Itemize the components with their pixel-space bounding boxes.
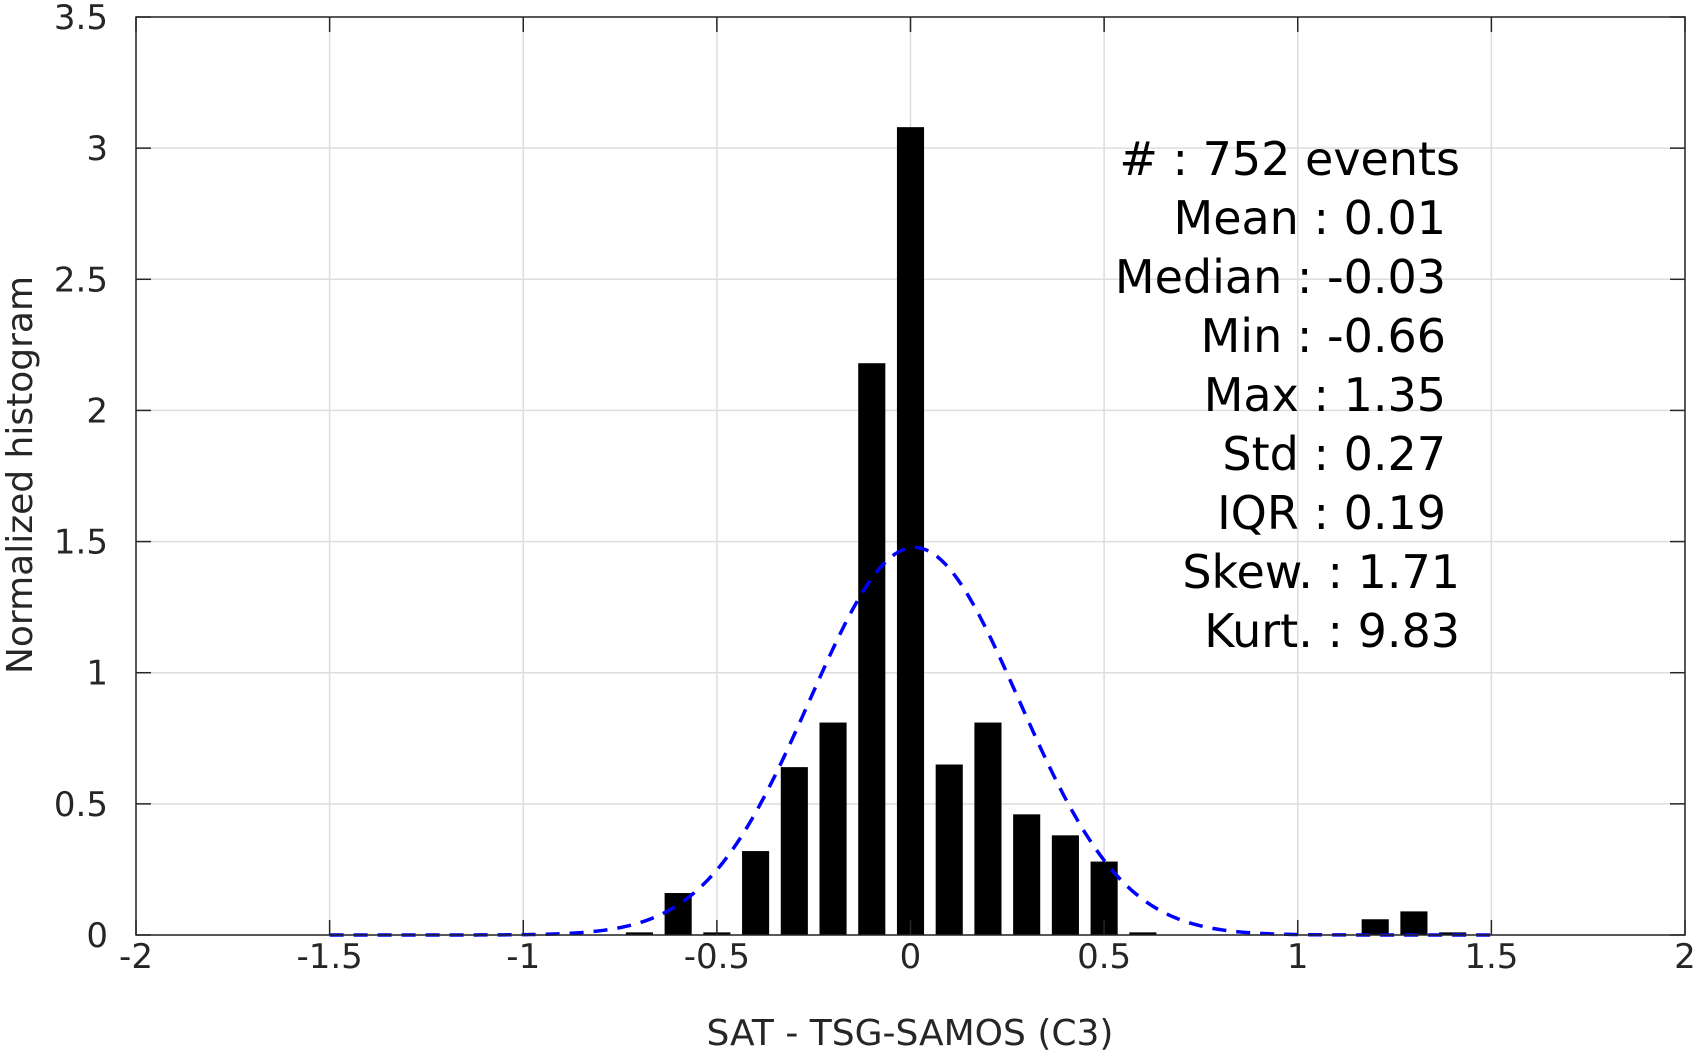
y-tick-label: 2.5 [54,260,108,300]
histogram-bar [896,127,925,935]
stat-iqr: IQR : 0.19 [1217,486,1446,540]
stat-std: Std : 0.27 [1222,427,1446,481]
x-tick-label: -2 [119,937,153,977]
histogram-bar [819,722,847,935]
histogram-bar [1400,911,1428,935]
histogram-bar [1361,919,1389,935]
x-axis-label: SAT - TSG-SAMOS (C3) [707,1013,1114,1053]
stat-kurt: Kurt. : 9.83 [1204,604,1460,658]
y-tick-label: 0.5 [54,785,108,825]
histogram-bar [974,722,1002,935]
stat-skew: Skew. : 1.71 [1182,545,1460,599]
stat-max: Max : 1.35 [1204,368,1446,422]
histogram-bar [935,764,963,935]
axis-ticks [135,16,1686,936]
histogram-bar [1013,814,1041,935]
histogram-bars [625,127,1467,935]
histogram-bar [858,363,886,935]
stat-min: Min : -0.66 [1201,309,1446,363]
y-tick-label: 0 [86,916,108,956]
x-tick-labels: -2 -1.5 -1 -0.5 0 0.5 1 1.5 2 [119,937,1696,977]
x-tick-label: 1 [1287,937,1309,977]
y-tick-label: 1.5 [54,523,108,563]
histogram-bar [1129,932,1157,935]
stat-median: Median : -0.03 [1115,250,1446,304]
y-tick-label: 3 [86,129,108,169]
x-tick-label: 0.5 [1077,937,1131,977]
stat-mean: Mean : 0.01 [1174,191,1447,245]
x-tick-label: 0 [900,937,922,977]
y-axis-label: Normalized histogram [0,276,41,674]
x-tick-label: -1.5 [296,937,362,977]
histogram-bar [625,932,653,935]
stat-count: # : 752 events [1119,132,1460,186]
y-tick-label: 3.5 [54,0,108,38]
histogram-bar [1051,835,1079,935]
y-tick-labels: 0 0.5 1 1.5 2 2.5 3 3.5 [54,0,108,956]
x-tick-label: 2 [1674,937,1696,977]
histogram-bar [742,851,770,935]
histogram-bar [780,767,808,935]
x-tick-label: -1 [506,937,540,977]
statistics-box: # : 752 events Mean : 0.01 Median : -0.0… [1115,132,1460,658]
y-tick-label: 2 [86,391,108,431]
x-tick-label: 1.5 [1464,937,1518,977]
x-tick-label: -0.5 [684,937,750,977]
y-tick-label: 1 [86,654,108,694]
